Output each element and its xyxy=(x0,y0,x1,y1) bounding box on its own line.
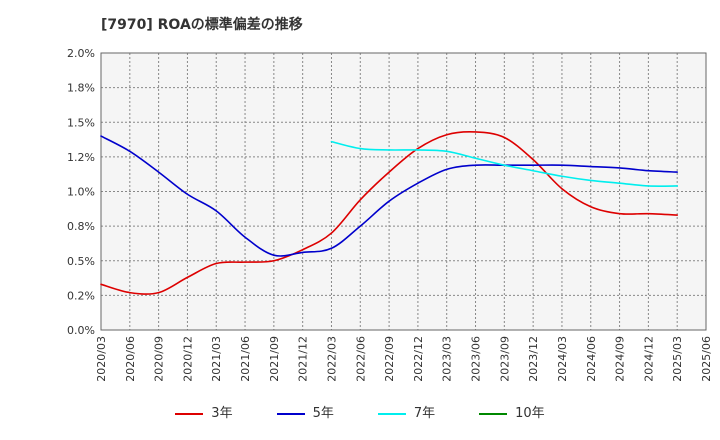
x-tick-label: 2024/06 xyxy=(585,336,598,382)
x-tick-label: 2020/09 xyxy=(153,336,166,382)
legend-label: 3年 xyxy=(211,406,233,421)
line-chart: 0.0% 0.2% 0.5% 0.8% 1.0% 1.2% 1.5% 1.8% 2.0% 202… xyxy=(67,47,713,382)
x-tick-label: 2020/12 xyxy=(181,336,194,382)
x-axis: 2020/03 2020/06 2020/09 2020/12 2021/03 2021/… xyxy=(95,336,713,382)
y-tick-label: 1.0% xyxy=(67,186,95,199)
y-tick-label: 0.0% xyxy=(67,324,95,337)
series-line-3 xyxy=(330,140,678,187)
x-tick-label: 2024/03 xyxy=(556,336,569,382)
x-tick-label: 2022/03 xyxy=(325,336,338,382)
x-tick-label: 2024/09 xyxy=(614,336,627,382)
x-tick-label: 2025/06 xyxy=(700,336,713,382)
legend-item-4: 10年 xyxy=(479,402,545,421)
x-tick-label: 2025/03 xyxy=(671,336,684,382)
x-tick-label: 2020/06 xyxy=(124,336,137,382)
legend-swatch xyxy=(175,412,204,415)
x-tick-label: 2022/06 xyxy=(354,336,367,382)
x-tick-label: 2021/03 xyxy=(210,336,223,382)
x-tick-label: 2021/12 xyxy=(297,336,310,382)
series-lines xyxy=(100,130,678,295)
legend-swatch xyxy=(479,412,508,415)
series-line-1 xyxy=(100,130,678,295)
series-line-2 xyxy=(100,135,678,257)
grid-lines xyxy=(101,53,706,330)
legend-label: 10年 xyxy=(515,406,545,421)
x-tick-label: 2023/06 xyxy=(470,336,483,382)
x-tick-label: 2022/12 xyxy=(412,336,425,382)
legend-item-3: 7年 xyxy=(377,402,436,421)
legend: 3年 5年 7年 10年 xyxy=(0,402,720,421)
legend-item-2: 5年 xyxy=(276,402,334,421)
y-tick-label: 1.8% xyxy=(67,82,95,95)
x-tick-label: 2023/09 xyxy=(498,336,511,382)
y-axis: 0.0% 0.2% 0.5% 0.8% 1.0% 1.2% 1.5% 1.8% 2.0% xyxy=(67,47,95,337)
legend-label: 5年 xyxy=(312,406,334,421)
legend-item-1: 3年 xyxy=(175,402,233,421)
legend-swatch xyxy=(276,412,305,415)
x-tick-label: 2021/06 xyxy=(239,336,252,382)
x-tick-label: 2022/09 xyxy=(383,336,396,382)
y-tick-label: 1.5% xyxy=(67,116,95,129)
y-tick-label: 0.5% xyxy=(67,255,95,268)
legend-label: 7年 xyxy=(413,406,436,421)
x-tick-label: 2024/12 xyxy=(642,336,655,382)
y-tick-label: 0.8% xyxy=(67,220,95,233)
x-tick-label: 2021/09 xyxy=(268,336,281,382)
x-tick-label: 2023/12 xyxy=(527,336,540,382)
y-tick-label: 2.0% xyxy=(67,47,95,60)
legend-swatch xyxy=(377,412,406,415)
plot-border xyxy=(100,52,707,331)
chart-title: [7970] ROAの標準偏差の推移 xyxy=(101,17,303,33)
y-tick-label: 1.2% xyxy=(67,151,95,164)
x-tick-label: 2023/03 xyxy=(441,336,454,382)
x-tick-label: 2020/03 xyxy=(95,336,108,382)
y-tick-label: 0.2% xyxy=(67,289,95,302)
